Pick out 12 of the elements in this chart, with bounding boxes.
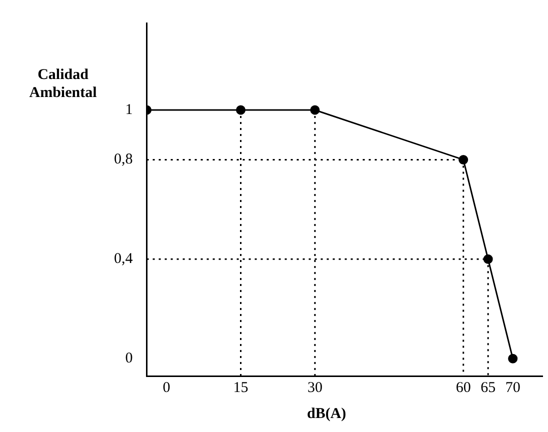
y-tick-label: 0,8 bbox=[114, 152, 133, 168]
x-tick-label: 65 bbox=[480, 380, 496, 396]
y-tick-label: 0 bbox=[125, 350, 133, 367]
x-tick-label: 70 bbox=[505, 380, 520, 396]
x-tick-label: 30 bbox=[307, 380, 322, 396]
y-tick-label: 1 bbox=[125, 102, 133, 118]
x-axis-title: dB(A) bbox=[307, 406, 346, 423]
y-tick-label: 0,4 bbox=[114, 251, 134, 268]
x-tick-label: 0 bbox=[162, 380, 170, 396]
y-axis-title: Calidad Ambiental bbox=[28, 66, 98, 102]
x-tick-label: 15 bbox=[233, 380, 248, 396]
x-tick-label: 60 bbox=[456, 380, 471, 396]
